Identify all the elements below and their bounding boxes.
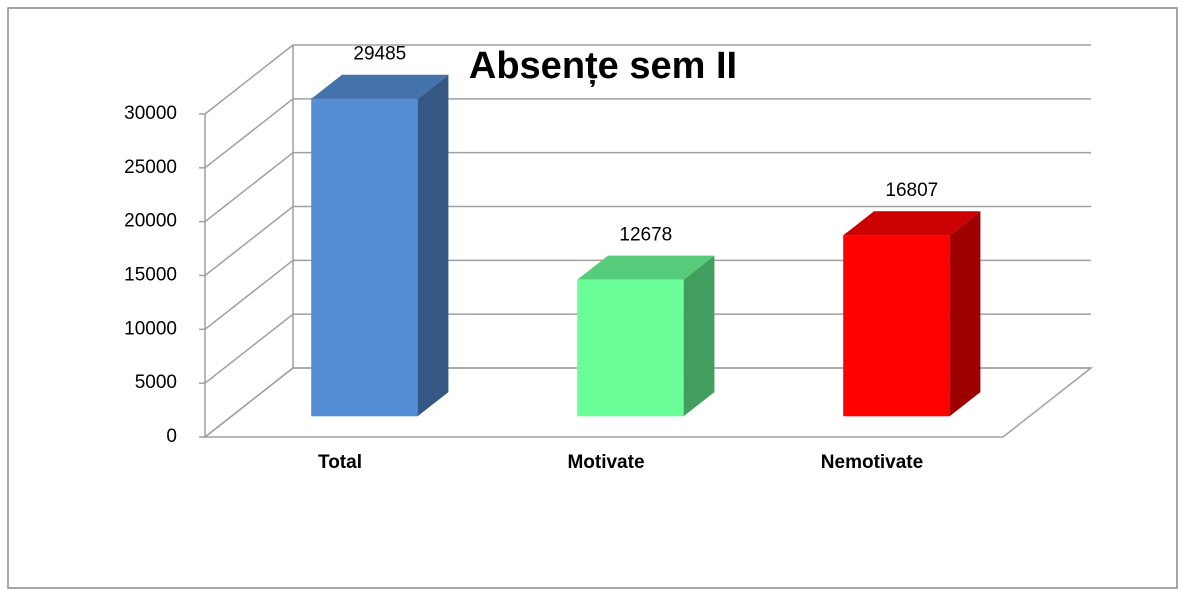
bar-side xyxy=(949,211,981,417)
chart-title: Absențe sem II xyxy=(469,45,737,87)
y-tick-label: 5000 xyxy=(135,372,177,393)
grid-line xyxy=(204,98,294,169)
y-tick-label: 20000 xyxy=(124,211,177,232)
bar-top xyxy=(577,255,715,280)
value-label: 29485 xyxy=(353,44,406,65)
bar xyxy=(577,279,684,417)
value-label: 16807 xyxy=(885,180,938,201)
y-tick-label: 0 xyxy=(166,426,177,447)
bar-side xyxy=(417,74,449,417)
y-tick-label: 25000 xyxy=(124,157,177,178)
grid-line xyxy=(204,44,294,115)
grid-line xyxy=(204,205,294,277)
bar-side xyxy=(683,255,715,417)
x-tick-label: Total xyxy=(318,452,362,473)
value-label: 12678 xyxy=(619,225,672,246)
bar-top xyxy=(843,211,981,236)
grid-line xyxy=(204,367,294,438)
x-tick-label: Motivate xyxy=(567,452,644,473)
x-tick-label: Nemotivate xyxy=(821,452,923,473)
grid-line xyxy=(204,152,294,223)
y-tick-label: 10000 xyxy=(124,318,177,339)
y-tick-label: 15000 xyxy=(124,265,177,286)
bar xyxy=(843,235,950,417)
bar xyxy=(311,98,418,417)
y-tick-label: 30000 xyxy=(124,103,177,124)
grid-line xyxy=(204,259,294,330)
grid-line xyxy=(204,313,294,384)
bar-top xyxy=(311,74,449,99)
